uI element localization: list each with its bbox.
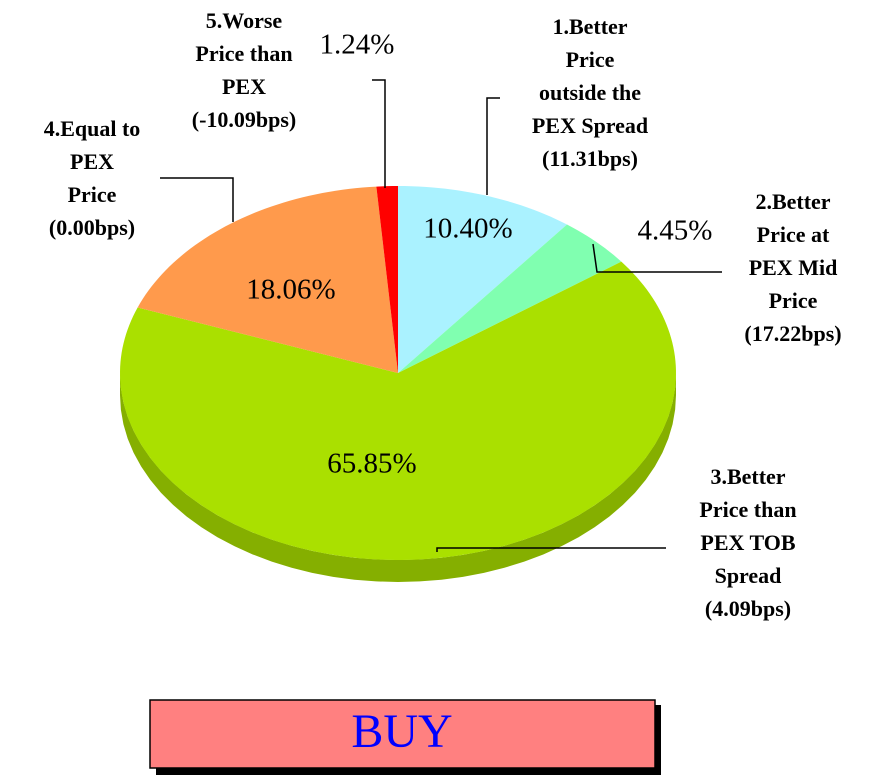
slice [398, 186, 568, 373]
value-label: 10.40% [423, 213, 512, 245]
leader-lines [160, 79, 722, 552]
leader-line [486, 97, 500, 195]
value-label: 65.85% [327, 448, 416, 480]
category-label: 5.Worse Price than PEX (-10.09bps) [191, 8, 297, 132]
value-label: 18.06% [246, 274, 335, 306]
slice [137, 186, 398, 373]
slice [120, 261, 676, 560]
button-label[interactable]: BUY [351, 705, 452, 758]
category-label: 1.Better Price outside the PEX Spread (1… [531, 14, 649, 171]
buy-button[interactable] [149, 699, 656, 769]
leader-line [436, 547, 666, 552]
slice [398, 224, 622, 373]
category-label: 4.Equal to PEX Price (0.00bps) [43, 116, 141, 240]
slice [376, 186, 398, 373]
category-label: 2.Better Price at PEX Mid Price (17.22bp… [744, 189, 842, 346]
value-label: 4.45% [638, 215, 713, 247]
leader-line [160, 177, 234, 222]
category-label: 3.Better Price than PEX TOB Spread (4.09… [699, 464, 797, 621]
pie-tops [120, 186, 676, 560]
value-labels: 10.40% 4.45% 65.85% 18.06% 1.24% [246, 29, 712, 480]
leader-line [592, 243, 722, 273]
leader-line [372, 79, 386, 188]
value-label: 1.24% [320, 29, 395, 61]
